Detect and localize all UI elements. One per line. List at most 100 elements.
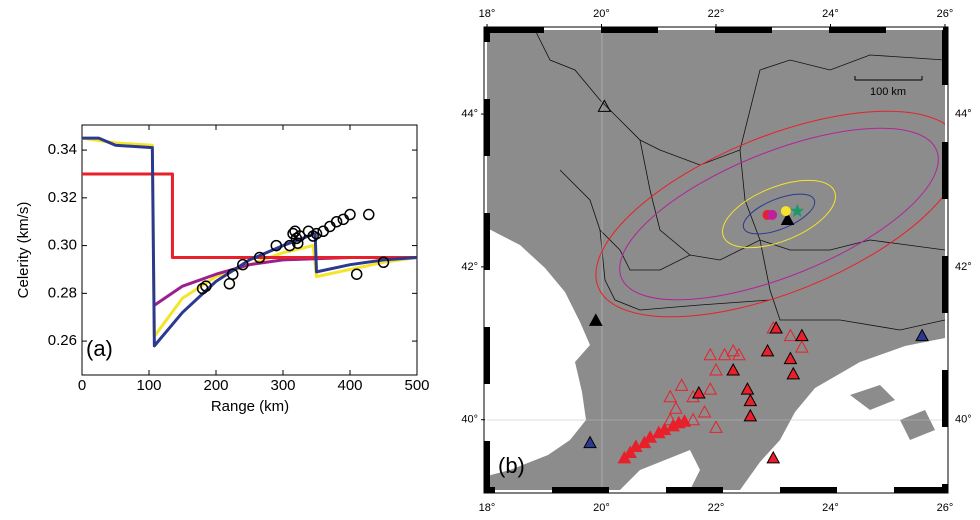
x-axis-label: Range (km) [211,398,289,415]
ellipse [721,179,837,249]
y-tick-label: 40° [461,414,478,426]
y-tick-label: 0.30 [48,237,77,254]
station [691,385,706,399]
station [703,382,718,395]
station [709,362,723,376]
x-tick-label: 26° [937,8,954,20]
station [915,328,929,342]
data-point [283,239,296,252]
data-point [344,208,356,221]
x-tick-label: 18° [479,8,496,20]
data-line [81,136,418,338]
data-point [223,278,236,290]
x-tick-label: 0 [78,377,86,394]
station [795,340,809,353]
border [639,139,691,256]
station [726,343,741,357]
station [686,412,700,426]
data-point [227,268,239,280]
y-tick-label: 42° [955,261,972,273]
sea [740,338,945,490]
plot-frame [81,124,418,376]
data-point [237,258,249,271]
station [783,328,798,342]
station [597,99,612,112]
x-tick-label: 24° [822,8,839,20]
data-point [330,215,343,228]
x-tick-label: 24° [822,502,839,514]
event [767,209,778,220]
data-point [307,230,319,242]
y-tick-label: 0.26 [48,332,77,349]
data-point [290,232,303,245]
panel-label: (a) [86,336,113,361]
station [795,328,809,342]
event [780,206,791,217]
station [732,347,746,361]
station [709,420,723,433]
data-point [363,208,375,221]
scale-label: 100 km [870,86,906,98]
x-tick-label: 22° [708,502,725,514]
station [769,320,783,334]
station [588,313,603,326]
station [743,393,758,407]
y-tick-label: 40° [955,414,972,426]
station [743,408,758,422]
sea [620,450,700,490]
y-tick-label: 42° [461,261,478,273]
station [760,343,775,357]
y-axis-label: Celerity (km/s) [15,202,32,299]
x-tick-label: 200 [203,377,228,394]
data-point [253,251,266,264]
data-line [82,136,418,348]
x-tick-label: 400 [337,377,362,394]
error-ellipses [595,110,945,318]
data-point [270,239,283,252]
x-tick-label: 500 [404,377,429,394]
station [780,212,795,226]
island [850,385,895,410]
x-tick-label: 20° [593,502,610,514]
sea [487,228,590,476]
x-tick-label: 100 [136,377,161,394]
data-point [310,227,323,240]
border [739,149,945,331]
y-tick-label: 44° [955,108,972,120]
station [726,362,741,376]
data-point [200,280,212,292]
data-point [377,256,390,269]
station [674,378,689,391]
border [599,229,771,311]
y-tick-label: 0.32 [48,189,77,206]
station [583,435,597,449]
island [900,410,935,440]
ellipse [595,110,945,318]
x-tick-label: 26° [937,502,954,514]
y-tick-label: 0.34 [48,141,77,158]
x-tick-label: 300 [270,377,295,394]
panel-label: (b) [498,453,525,478]
station [669,401,683,414]
data-point [350,268,363,280]
station [663,389,678,403]
station [740,382,755,395]
ellipse [619,127,939,301]
station [663,412,678,426]
data-point [291,237,304,249]
data-line [82,172,417,260]
station [703,347,718,361]
station [697,405,712,418]
y-tick-label: 44° [461,108,478,120]
ellipse [742,193,816,235]
station [786,366,801,380]
x-tick-label: 20° [593,8,610,20]
station [623,445,637,459]
map-frame [484,27,948,493]
map-body [487,30,945,490]
x-tick-label: 22° [708,8,725,20]
x-tick-label: 18° [479,502,496,514]
data-point [294,230,306,242]
data-point [196,282,209,295]
